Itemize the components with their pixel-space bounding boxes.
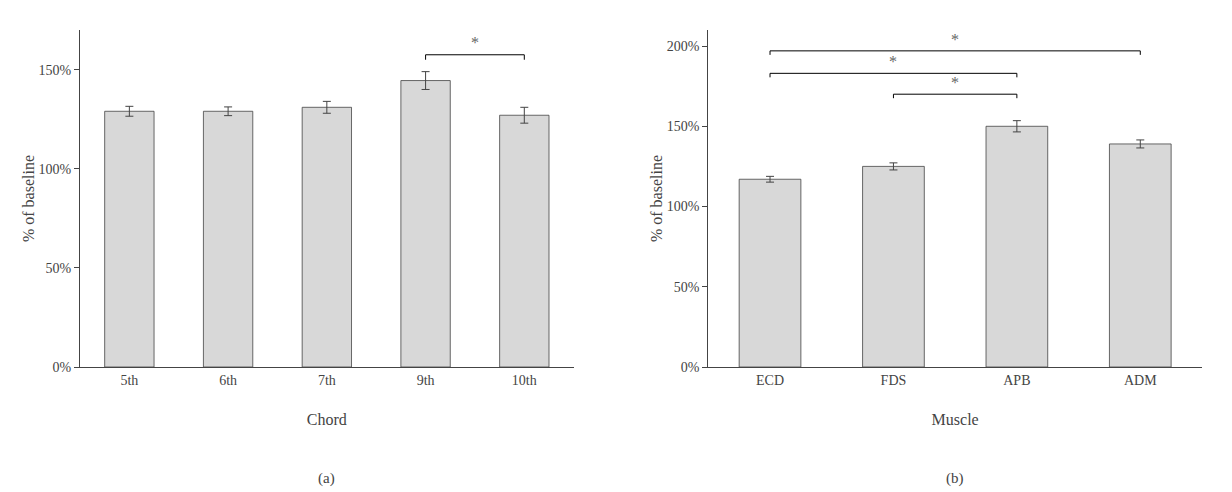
svg-text:% of baseline: % of baseline bbox=[648, 155, 665, 242]
svg-text:9th: 9th bbox=[417, 373, 435, 388]
svg-text:(b): (b) bbox=[946, 470, 964, 487]
svg-text:0%: 0% bbox=[681, 360, 700, 375]
svg-text:0%: 0% bbox=[53, 360, 72, 375]
svg-text:5th: 5th bbox=[120, 373, 138, 388]
svg-text:(a): (a) bbox=[318, 470, 335, 487]
svg-text:ADM: ADM bbox=[1124, 373, 1157, 388]
svg-text:% of baseline: % of baseline bbox=[20, 155, 37, 242]
svg-text:6th: 6th bbox=[219, 373, 237, 388]
svg-text:50%: 50% bbox=[46, 261, 72, 276]
svg-text:*: * bbox=[889, 53, 897, 70]
svg-text:50%: 50% bbox=[674, 280, 700, 295]
svg-text:*: * bbox=[951, 31, 959, 48]
svg-text:ECD: ECD bbox=[756, 373, 784, 388]
svg-text:*: * bbox=[951, 74, 959, 91]
svg-text:Muscle: Muscle bbox=[932, 411, 979, 428]
svg-text:APB: APB bbox=[1003, 373, 1030, 388]
svg-text:150%: 150% bbox=[667, 119, 700, 134]
svg-text:7th: 7th bbox=[318, 373, 336, 388]
svg-text:200%: 200% bbox=[667, 39, 700, 54]
svg-text:100%: 100% bbox=[667, 199, 700, 214]
svg-text:FDS: FDS bbox=[881, 373, 907, 388]
svg-text:Chord: Chord bbox=[307, 411, 347, 428]
svg-text:100%: 100% bbox=[39, 162, 72, 177]
svg-text:10th: 10th bbox=[512, 373, 537, 388]
svg-text:150%: 150% bbox=[39, 63, 72, 78]
svg-text:*: * bbox=[471, 34, 479, 51]
